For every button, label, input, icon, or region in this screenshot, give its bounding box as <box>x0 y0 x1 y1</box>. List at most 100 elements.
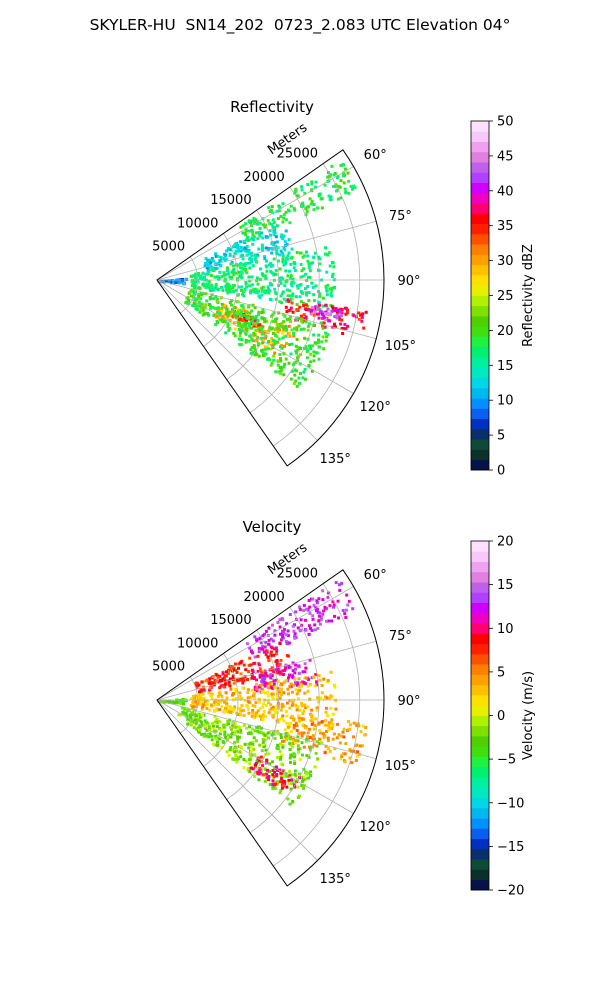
echo-pixel <box>343 167 347 171</box>
echo-pixel <box>196 286 200 290</box>
echo-pixel <box>301 779 305 783</box>
echo-pixel <box>228 726 232 730</box>
echo-pixel <box>212 729 216 733</box>
echo-pixel <box>308 605 312 609</box>
echo-pixel <box>218 270 222 274</box>
echo-pixel <box>251 711 254 715</box>
echo-pixel <box>280 233 284 237</box>
echo-pixel <box>274 297 278 301</box>
echo-pixel <box>264 336 267 340</box>
echo-pixel <box>265 259 268 263</box>
colorbar-segment <box>471 254 489 266</box>
echo-pixel <box>305 210 309 213</box>
echo-pixel <box>234 249 238 253</box>
echo-pixel <box>310 180 314 184</box>
echo-pixel <box>208 688 211 692</box>
echo-pixel <box>215 725 219 729</box>
colorbar-segment <box>471 746 489 757</box>
echo-pixel <box>247 239 251 242</box>
echo-pixel <box>324 719 327 723</box>
echo-pixel <box>210 681 214 685</box>
echo-pixel <box>270 264 273 268</box>
echo-pixel <box>299 618 303 622</box>
echo-pixel <box>289 721 293 725</box>
echo-pixel <box>307 364 311 367</box>
echo-pixel <box>257 310 261 314</box>
echo-pixel <box>216 694 220 698</box>
echo-pixel <box>238 713 242 716</box>
echo-pixel <box>249 348 253 352</box>
echo-pixel <box>224 691 228 695</box>
echo-pixel <box>238 262 242 266</box>
echo-pixel <box>246 704 249 708</box>
echo-pixel <box>344 326 348 330</box>
echo-pixel <box>326 747 330 750</box>
echo-pixel <box>258 667 262 671</box>
echo-pixel <box>276 745 280 749</box>
echo-pixel <box>291 294 295 298</box>
echo-pixel <box>267 659 271 663</box>
echo-pixel <box>281 784 285 788</box>
echo-pixel <box>257 697 261 701</box>
echo-pixel <box>204 727 207 730</box>
echo-pixel <box>296 194 300 198</box>
echo-pixel <box>214 283 218 286</box>
echo-pixel <box>308 736 312 739</box>
echo-pixel <box>299 275 303 279</box>
echo-pixel <box>313 628 317 632</box>
echo-pixel <box>229 677 233 681</box>
range-tick-label: 10000 <box>177 217 218 232</box>
echo-pixel <box>251 315 255 319</box>
echo-pixel <box>228 665 232 668</box>
echo-pixel <box>263 225 267 229</box>
echo-pixel <box>248 753 252 757</box>
echo-pixel <box>261 742 265 746</box>
echo-pixel <box>306 285 310 288</box>
echo-pixel <box>262 674 266 678</box>
echo-pixel <box>268 229 272 233</box>
echo-pixel <box>198 724 202 728</box>
echo-pixel <box>292 281 296 285</box>
echo-pixel <box>306 183 310 187</box>
echo-pixel <box>271 769 275 772</box>
echo-pixel <box>250 257 253 261</box>
echo-pixel <box>255 711 259 715</box>
echo-pixel <box>312 299 316 302</box>
echo-pixel <box>172 281 176 285</box>
echo-pixel <box>215 679 219 683</box>
echo-pixel <box>299 347 302 350</box>
echo-pixel <box>215 300 219 304</box>
echo-pixel <box>318 729 321 732</box>
echo-pixel <box>284 256 288 260</box>
echo-pixel <box>215 297 219 301</box>
echo-pixel <box>265 758 269 762</box>
echo-pixel <box>333 747 337 751</box>
echo-pixel <box>280 301 284 305</box>
echo-pixel <box>207 724 211 728</box>
echo-pixel <box>304 377 307 381</box>
echo-pixel <box>225 287 229 290</box>
echo-pixel <box>234 725 238 729</box>
echo-pixel <box>291 742 295 746</box>
echo-pixel <box>300 734 304 738</box>
echo-pixel <box>255 682 258 686</box>
range-ring <box>203 233 239 347</box>
echo-pixel <box>254 765 258 769</box>
echo-pixel <box>300 753 304 757</box>
echo-pixel <box>190 294 193 298</box>
echo-pixel <box>275 652 278 656</box>
echo-pixel <box>305 348 309 352</box>
echo-pixel <box>294 379 298 383</box>
echo-pixel <box>304 207 308 211</box>
echo-pixel <box>318 345 321 349</box>
echo-pixel <box>237 285 241 289</box>
echo-pixel <box>216 306 220 310</box>
echo-pixel <box>300 784 304 787</box>
echo-pixel <box>312 333 316 337</box>
echo-pixel <box>284 218 288 222</box>
echo-pixel <box>278 768 282 772</box>
echo-pixel <box>216 721 220 725</box>
echo-pixel <box>261 332 265 336</box>
colorbar-segment <box>471 818 489 829</box>
echo-pixel <box>275 249 278 253</box>
